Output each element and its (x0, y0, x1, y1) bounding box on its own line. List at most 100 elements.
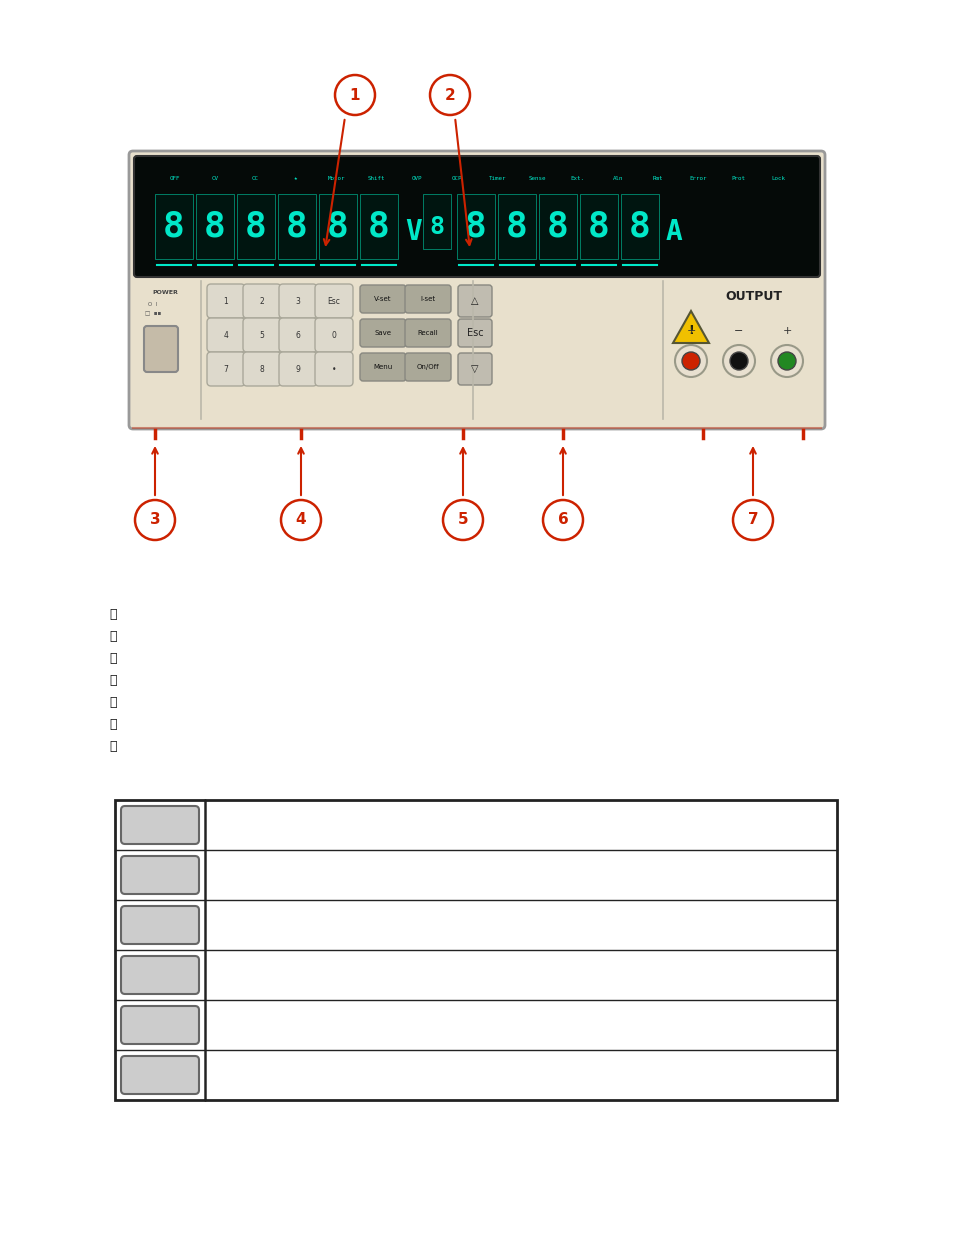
Circle shape (210, 285, 242, 317)
Circle shape (246, 319, 277, 351)
Circle shape (442, 500, 482, 540)
FancyBboxPatch shape (359, 285, 406, 312)
Text: 6: 6 (295, 331, 300, 340)
FancyBboxPatch shape (207, 352, 245, 387)
Polygon shape (672, 311, 708, 343)
Circle shape (281, 500, 320, 540)
FancyBboxPatch shape (314, 284, 353, 317)
FancyBboxPatch shape (121, 906, 199, 944)
Text: Rmt: Rmt (652, 177, 662, 182)
Text: 2: 2 (259, 296, 264, 305)
Text: OVP: OVP (411, 177, 421, 182)
Text: O  I: O I (148, 301, 157, 306)
Circle shape (778, 352, 795, 370)
Text: 8: 8 (628, 210, 650, 243)
Circle shape (542, 500, 582, 540)
Text: OUTPUT: OUTPUT (724, 289, 781, 303)
Text: Sense: Sense (528, 177, 545, 182)
Circle shape (675, 345, 706, 377)
Circle shape (210, 319, 242, 351)
FancyBboxPatch shape (243, 317, 281, 352)
FancyBboxPatch shape (121, 856, 199, 894)
Text: V: V (405, 217, 421, 246)
FancyBboxPatch shape (154, 194, 193, 259)
FancyBboxPatch shape (497, 194, 536, 259)
Text: ⑤: ⑤ (110, 697, 116, 709)
FancyBboxPatch shape (207, 317, 245, 352)
Text: 8: 8 (327, 210, 349, 243)
Text: On/Off: On/Off (416, 364, 438, 370)
Circle shape (282, 319, 314, 351)
Text: V-set: V-set (374, 296, 392, 303)
FancyBboxPatch shape (121, 1056, 199, 1094)
FancyBboxPatch shape (405, 353, 451, 382)
Text: Aln: Aln (612, 177, 622, 182)
Text: △: △ (471, 296, 478, 306)
Text: 6: 6 (558, 513, 568, 527)
Circle shape (317, 285, 350, 317)
FancyBboxPatch shape (207, 284, 245, 317)
FancyBboxPatch shape (243, 284, 281, 317)
Text: +: + (781, 326, 791, 336)
FancyBboxPatch shape (359, 319, 406, 347)
Circle shape (317, 319, 350, 351)
Text: A: A (665, 217, 682, 246)
Text: CV: CV (212, 177, 218, 182)
Text: 5: 5 (259, 331, 264, 340)
Text: 8: 8 (429, 215, 444, 238)
FancyBboxPatch shape (144, 326, 178, 372)
Circle shape (246, 353, 277, 385)
Text: OFF: OFF (170, 177, 180, 182)
FancyBboxPatch shape (314, 352, 353, 387)
Text: Shift: Shift (367, 177, 385, 182)
Text: •: • (332, 364, 335, 373)
Circle shape (335, 75, 375, 115)
FancyBboxPatch shape (579, 194, 618, 259)
FancyBboxPatch shape (405, 285, 451, 312)
FancyBboxPatch shape (243, 352, 281, 387)
Text: Esc: Esc (327, 296, 340, 305)
Text: Save: Save (375, 330, 391, 336)
Text: Motor: Motor (327, 177, 345, 182)
FancyBboxPatch shape (278, 284, 316, 317)
Text: 2: 2 (444, 88, 455, 103)
Circle shape (430, 75, 470, 115)
FancyBboxPatch shape (195, 194, 233, 259)
Text: 4: 4 (295, 513, 306, 527)
Text: ②: ② (110, 631, 116, 643)
FancyBboxPatch shape (314, 317, 353, 352)
Text: 8: 8 (259, 364, 264, 373)
FancyBboxPatch shape (457, 319, 492, 347)
Text: ⑥: ⑥ (110, 719, 116, 731)
Text: 8: 8 (286, 210, 308, 243)
Text: □  ▪▪: □ ▪▪ (145, 311, 161, 316)
Text: 8: 8 (465, 210, 486, 243)
Text: 3: 3 (150, 513, 160, 527)
Circle shape (282, 353, 314, 385)
Circle shape (770, 345, 802, 377)
FancyBboxPatch shape (359, 194, 397, 259)
FancyBboxPatch shape (620, 194, 659, 259)
Text: Esc: Esc (466, 329, 483, 338)
Circle shape (317, 353, 350, 385)
Text: ①: ① (110, 609, 116, 621)
FancyBboxPatch shape (121, 1007, 199, 1044)
Text: Timer: Timer (488, 177, 505, 182)
Text: 8: 8 (506, 210, 527, 243)
Text: 5: 5 (457, 513, 468, 527)
Text: ⑦: ⑦ (110, 741, 116, 753)
FancyBboxPatch shape (422, 194, 451, 249)
FancyBboxPatch shape (121, 806, 199, 844)
Circle shape (729, 352, 747, 370)
Text: 8: 8 (368, 210, 390, 243)
Text: 3: 3 (295, 296, 300, 305)
Text: 9: 9 (295, 364, 300, 373)
Text: Prot: Prot (731, 177, 745, 182)
FancyBboxPatch shape (133, 156, 820, 277)
Text: ★: ★ (294, 177, 297, 182)
Bar (115, 800, 836, 1100)
Text: Lock: Lock (771, 177, 785, 182)
Circle shape (210, 353, 242, 385)
Circle shape (282, 285, 314, 317)
Text: 8: 8 (587, 210, 609, 243)
